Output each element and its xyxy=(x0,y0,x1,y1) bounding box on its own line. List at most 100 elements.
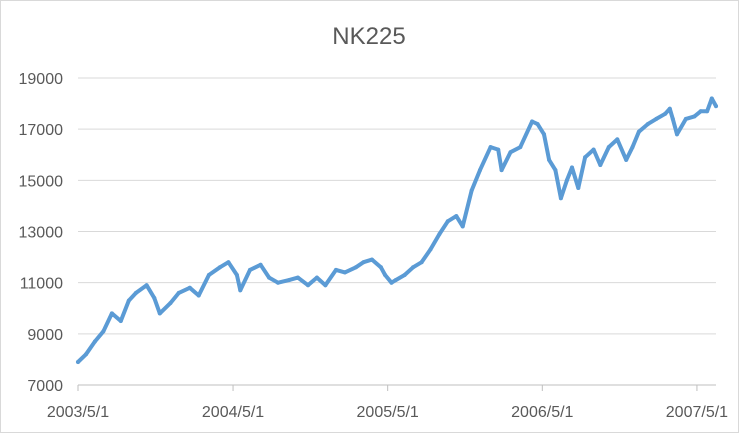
data-point-3 xyxy=(101,329,106,334)
series-layer xyxy=(76,96,718,364)
y-tick-label-11000: 11000 xyxy=(20,276,63,293)
data-point-51 xyxy=(508,150,513,155)
data-point-9 xyxy=(152,296,157,300)
data-point-17 xyxy=(226,260,231,265)
data-point-54 xyxy=(535,122,540,127)
data-point-43 xyxy=(445,219,450,224)
data-point-31 xyxy=(353,265,358,270)
data-point-15 xyxy=(206,273,211,277)
data-point-19 xyxy=(238,288,243,293)
data-point-56 xyxy=(547,157,552,162)
data-point-73 xyxy=(667,106,672,111)
data-point-53 xyxy=(530,119,535,124)
data-point-64 xyxy=(598,163,603,167)
data-point-16 xyxy=(217,265,222,270)
data-point-29 xyxy=(334,267,338,272)
y-axis-tick-labels: 7000 9000 11000 13000 15000 17000 19000 xyxy=(19,71,64,395)
data-point-50 xyxy=(499,168,504,173)
chart-title: NK225 xyxy=(332,23,405,50)
y-tick-label-13000: 13000 xyxy=(19,225,64,242)
x-tick-label-1: 2004/5/1 xyxy=(202,404,264,421)
data-point-7 xyxy=(134,290,138,295)
data-point-69 xyxy=(636,129,641,134)
data-point-49 xyxy=(496,147,501,152)
data-point-68 xyxy=(630,145,635,150)
data-point-10 xyxy=(157,311,162,316)
data-point-13 xyxy=(187,285,192,290)
data-point-14 xyxy=(196,293,201,298)
data-point-44 xyxy=(454,214,459,219)
data-point-38 xyxy=(402,273,407,277)
data-point-1 xyxy=(84,352,88,357)
data-point-30 xyxy=(342,270,347,275)
gridlines xyxy=(78,77,716,335)
x-tick-label-4: 2007/5/1 xyxy=(666,404,728,421)
x-axis-tick-labels: 2003/5/1 2004/5/1 2005/5/1 2006/5/1 2007/5/1 xyxy=(47,404,728,421)
y-tick-label-15000: 15000 xyxy=(19,173,64,190)
data-point-58 xyxy=(558,196,563,201)
data-point-55 xyxy=(542,132,546,137)
data-point-63 xyxy=(591,147,596,152)
data-point-28 xyxy=(323,283,328,288)
data-point-0 xyxy=(76,360,80,364)
data-point-8 xyxy=(144,283,149,288)
data-point-52 xyxy=(518,145,523,150)
y-tick-label-7000: 7000 xyxy=(27,378,63,395)
data-point-37 xyxy=(393,278,398,283)
data-point-76 xyxy=(683,116,688,121)
series-line-0 xyxy=(76,96,718,364)
x-tick-label-3: 2006/5/1 xyxy=(511,404,573,421)
data-point-26 xyxy=(306,283,310,288)
data-point-80 xyxy=(709,96,714,101)
data-point-23 xyxy=(276,280,280,285)
x-tick-label-0: 2003/5/1 xyxy=(47,404,109,421)
data-point-4 xyxy=(109,311,114,316)
data-point-74 xyxy=(670,116,675,121)
data-point-42 xyxy=(437,232,442,237)
x-tick-label-2: 2005/5/1 xyxy=(357,404,419,421)
data-point-72 xyxy=(663,111,668,116)
data-point-40 xyxy=(419,260,424,265)
data-point-75 xyxy=(675,132,679,137)
data-point-25 xyxy=(295,275,300,280)
data-point-18 xyxy=(234,273,239,277)
data-point-70 xyxy=(645,122,650,127)
data-point-65 xyxy=(606,145,611,150)
data-point-36 xyxy=(389,280,394,285)
data-point-71 xyxy=(654,116,659,121)
y-tick-label-19000: 19000 xyxy=(19,71,64,88)
data-point-66 xyxy=(615,137,620,142)
data-point-78 xyxy=(698,109,703,114)
data-point-27 xyxy=(314,275,319,280)
data-point-60 xyxy=(570,165,574,170)
y-tick-label-17000: 17000 xyxy=(19,122,64,139)
data-point-41 xyxy=(428,247,433,252)
data-point-32 xyxy=(361,260,366,265)
data-point-45 xyxy=(460,224,465,229)
data-point-34 xyxy=(378,265,383,270)
data-point-21 xyxy=(258,262,263,267)
data-point-11 xyxy=(168,301,173,306)
data-point-77 xyxy=(692,114,697,119)
data-point-20 xyxy=(248,267,252,272)
data-point-33 xyxy=(370,257,374,262)
data-point-6 xyxy=(126,298,131,303)
data-point-62 xyxy=(583,155,588,160)
data-point-46 xyxy=(469,188,474,193)
data-point-2 xyxy=(92,339,97,344)
data-point-48 xyxy=(488,145,493,150)
data-point-59 xyxy=(564,178,569,183)
data-point-61 xyxy=(576,186,581,190)
data-point-57 xyxy=(553,168,558,173)
data-point-79 xyxy=(705,109,710,114)
data-point-67 xyxy=(624,157,629,162)
y-tick-label-9000: 9000 xyxy=(27,327,63,344)
data-point-35 xyxy=(383,273,388,277)
data-point-81 xyxy=(714,104,718,109)
data-point-24 xyxy=(287,278,291,283)
data-point-47 xyxy=(478,168,482,173)
data-point-5 xyxy=(118,319,123,323)
data-point-22 xyxy=(267,275,272,280)
